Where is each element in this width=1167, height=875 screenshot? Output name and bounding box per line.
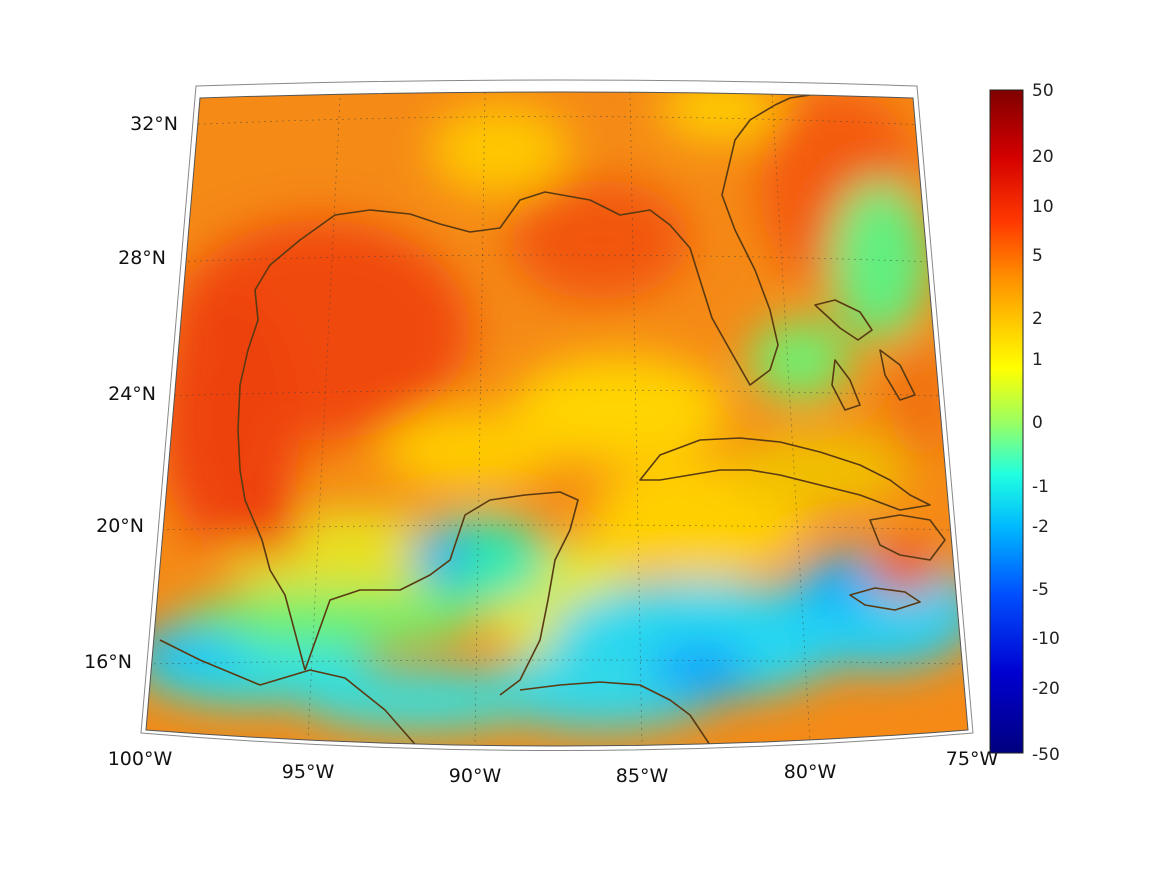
colorbar-label: 10 — [1032, 197, 1054, 217]
lon-label-100w: 100°W — [108, 748, 173, 770]
bahamas-coastline — [814, 299, 916, 411]
lat-label-24n: 24°N — [108, 383, 156, 405]
colorbar-label: 0 — [1032, 413, 1043, 433]
colorbar-label: -10 — [1032, 629, 1060, 649]
colorbar-label: 5 — [1032, 246, 1043, 266]
colorbar-label: 2 — [1032, 309, 1043, 329]
lon-label-80w: 80°W — [784, 761, 837, 783]
longitude-labels: 100°W 95°W 90°W 85°W 80°W 75°W — [108, 748, 999, 787]
lon-label-90w: 90°W — [449, 765, 502, 787]
colorbar-gradient — [989, 89, 1024, 754]
colorbar-label: 20 — [1032, 147, 1054, 167]
lon-label-85w: 85°W — [616, 765, 669, 787]
map-frame — [145, 91, 969, 747]
colorbar-label: -1 — [1032, 477, 1049, 497]
cuba-coastline — [639, 437, 931, 511]
graticule — [147, 92, 962, 746]
gulf-coastline — [237, 104, 779, 671]
colorbar: 50 20 10 5 2 1 0 -1 -2 -5 -10 -20 -50 — [989, 81, 1060, 765]
lon-label-75w: 75°W — [946, 748, 999, 770]
lat-label-28n: 28°N — [118, 247, 166, 269]
central-america-coastline — [159, 639, 421, 746]
coastlines — [159, 94, 946, 746]
latitude-labels: 32°N 28°N 24°N 20°N 16°N — [84, 113, 178, 673]
yucatan-coastline — [304, 491, 579, 696]
hispaniola-coastline — [869, 514, 946, 561]
lat-label-20n: 20°N — [96, 515, 144, 537]
jamaica-coastline — [849, 587, 921, 611]
data-field — [146, 92, 968, 746]
lat-label-32n: 32°N — [130, 113, 178, 135]
colorbar-label: -2 — [1032, 517, 1049, 537]
lon-label-95w: 95°W — [282, 761, 335, 783]
colorbar-label: -20 — [1032, 679, 1060, 699]
colorbar-label: -50 — [1032, 745, 1060, 765]
colorbar-label: 1 — [1032, 350, 1043, 370]
colorbar-label: -5 — [1032, 580, 1049, 600]
colorbar-label: 50 — [1032, 81, 1054, 101]
lat-label-16n: 16°N — [84, 651, 132, 673]
